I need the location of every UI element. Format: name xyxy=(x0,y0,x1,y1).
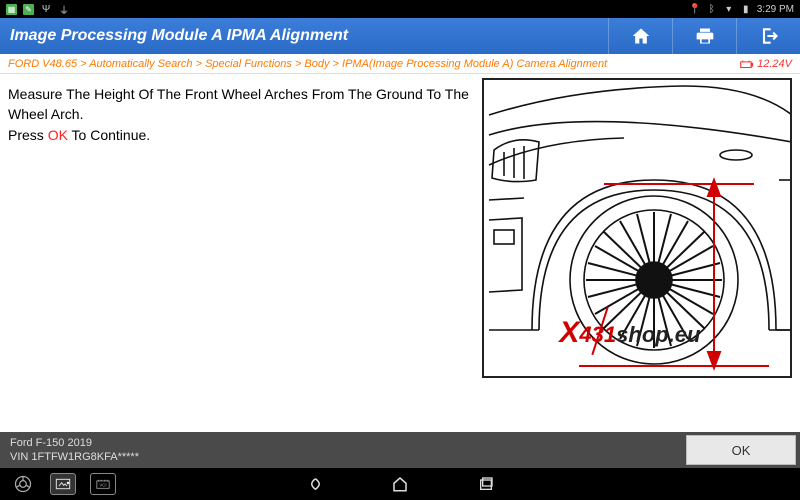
exit-button[interactable] xyxy=(736,18,800,54)
diagram-panel: X431shop.eu xyxy=(480,74,800,432)
app-icon-1: ▦ xyxy=(6,4,17,15)
voltage-value: 12.24V xyxy=(757,58,792,70)
vci-icon[interactable]: VCI xyxy=(90,473,116,495)
recent-apps-button[interactable] xyxy=(473,473,499,495)
breadcrumb: FORD V48.65 > Automatically Search > Spe… xyxy=(8,58,740,70)
android-nav-bar: VCI xyxy=(0,468,800,500)
screenshot-icon[interactable] xyxy=(50,473,76,495)
app-icon-2: ✎ xyxy=(23,4,34,15)
ok-button[interactable]: OK xyxy=(686,435,796,465)
instruction-line-1: Measure The Height Of The Front Wheel Ar… xyxy=(8,84,472,125)
voltage-indicator: 12.24V xyxy=(740,58,792,70)
android-status-bar: ▦ ✎ Ψ ⏚ 📍 ᛒ ▾ ▮ 3:29 PM xyxy=(0,0,800,18)
footer-bar: Ford F-150 2019 VIN 1FTFW1RG8KFA***** OK xyxy=(0,432,800,468)
content-area: Measure The Height Of The Front Wheel Ar… xyxy=(0,74,800,432)
print-button[interactable] xyxy=(672,18,736,54)
vehicle-info: Ford F-150 2019 VIN 1FTFW1RG8KFA***** xyxy=(10,436,139,465)
location-icon: 📍 xyxy=(689,3,701,15)
usb-icon-2: ⏚ xyxy=(58,3,70,15)
home-nav-button[interactable] xyxy=(387,473,413,495)
watermark: X431shop.eu xyxy=(559,316,700,350)
ok-keyword: OK xyxy=(48,127,68,143)
back-button[interactable] xyxy=(301,473,327,495)
instruction-line-2: Press OK To Continue. xyxy=(8,125,472,145)
svg-text:VCI: VCI xyxy=(99,482,106,487)
usb-icon: Ψ xyxy=(40,3,52,15)
page-title: Image Processing Module A IPMA Alignment xyxy=(0,27,608,45)
vehicle-vin: VIN 1FTFW1RG8KFA***** xyxy=(10,450,139,464)
clock: 3:29 PM xyxy=(757,4,794,15)
bluetooth-icon: ᛒ xyxy=(706,3,718,15)
instruction-text: Measure The Height Of The Front Wheel Ar… xyxy=(0,74,480,432)
chrome-icon[interactable] xyxy=(10,473,36,495)
battery-icon: ▮ xyxy=(740,3,752,15)
app-header: Image Processing Module A IPMA Alignment xyxy=(0,18,800,54)
wifi-icon: ▾ xyxy=(723,3,735,15)
breadcrumb-bar: FORD V48.65 > Automatically Search > Spe… xyxy=(0,54,800,74)
home-button[interactable] xyxy=(608,18,672,54)
vehicle-name: Ford F-150 2019 xyxy=(10,436,139,450)
